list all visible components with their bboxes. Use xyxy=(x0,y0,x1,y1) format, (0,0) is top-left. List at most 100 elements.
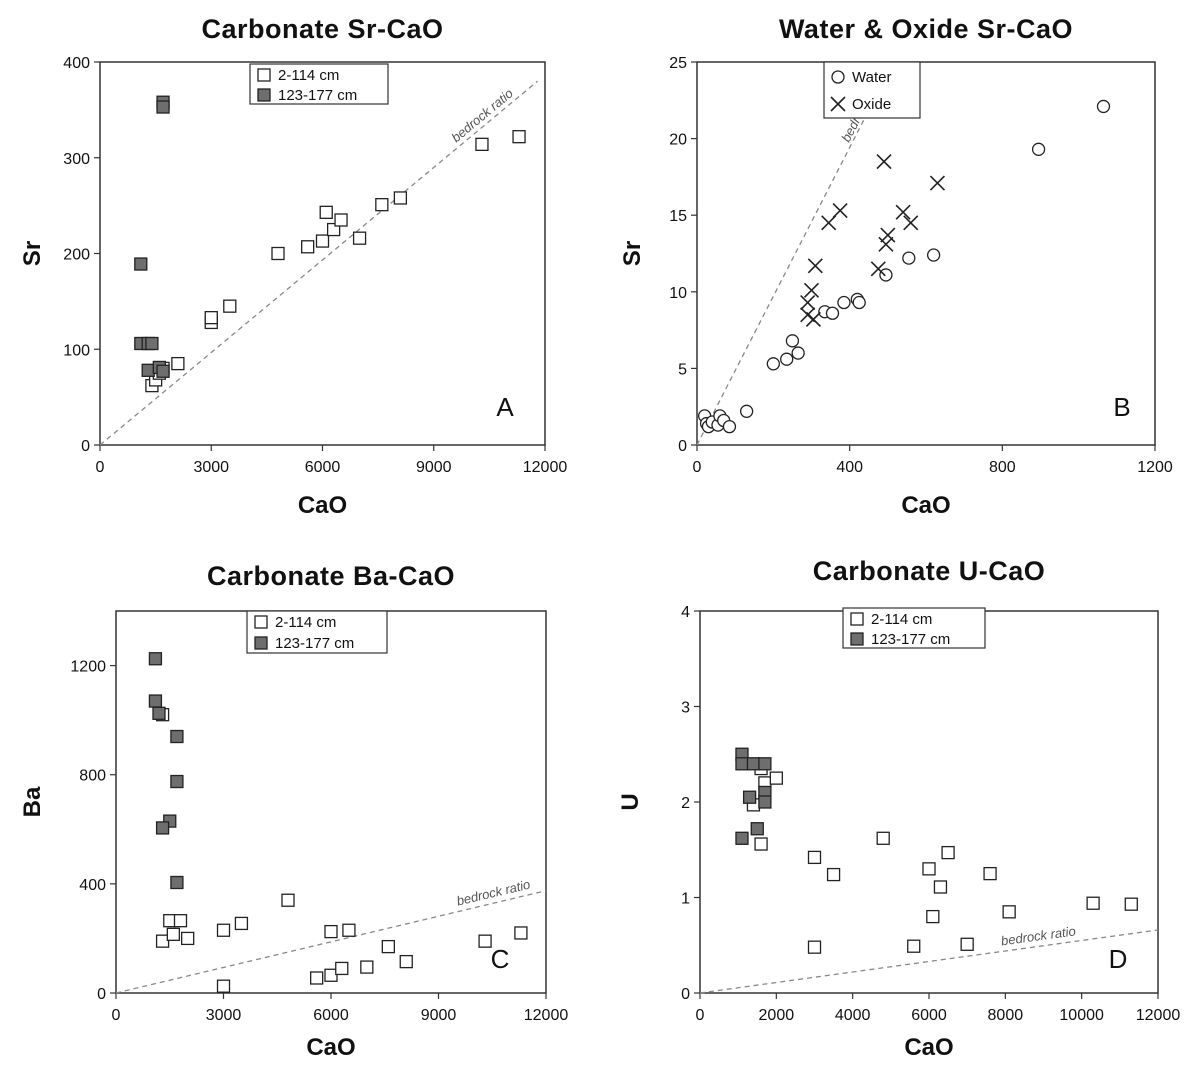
x-tick-label: 12000 xyxy=(523,459,568,476)
data-point xyxy=(234,916,249,931)
y-axis-label: Sr xyxy=(19,241,46,266)
x-tick-label: 9000 xyxy=(421,1007,457,1024)
legend-marker xyxy=(254,615,268,629)
data-point xyxy=(514,926,528,940)
y-tick-label: 200 xyxy=(63,247,90,264)
data-point xyxy=(739,404,754,418)
x-tick-label: 9000 xyxy=(416,459,452,476)
data-point xyxy=(342,923,356,937)
data-point xyxy=(375,198,389,212)
chart-title: Carbonate Ba-CaO xyxy=(207,561,455,591)
panel-letter: D xyxy=(1109,944,1128,974)
series-123-177-cm xyxy=(148,652,184,890)
y-tick-label: 800 xyxy=(79,768,106,785)
x-tick-label: 4000 xyxy=(835,1007,871,1024)
legend-entry-label: 123-177 cm xyxy=(275,635,354,652)
data-point xyxy=(780,352,794,366)
data-point xyxy=(926,909,940,924)
legend: 2-114 cm 123-177 cm xyxy=(842,607,986,649)
y-tick-label: 0 xyxy=(97,986,106,1003)
data-point xyxy=(156,100,170,114)
legend-marker xyxy=(257,68,271,82)
legend-marker xyxy=(254,636,268,650)
data-point xyxy=(742,790,757,804)
legend-entry-label: 2-114 cm xyxy=(275,614,336,631)
y-tick-label: 1200 xyxy=(70,659,106,676)
data-point xyxy=(173,914,188,928)
chart-panel-b: Water & Oxide Sr-CaO 0 5 10 15 20 25 0 400 800 120… xyxy=(619,14,1173,519)
data-point xyxy=(907,939,921,953)
chart-title: Water & Oxide Sr-CaO xyxy=(779,14,1073,44)
data-point xyxy=(758,795,772,809)
data-point xyxy=(983,866,997,881)
data-point xyxy=(145,336,159,351)
x-tick-label: 12000 xyxy=(524,1007,569,1024)
legend-marker xyxy=(831,70,845,84)
y-tick-label: 400 xyxy=(63,55,90,72)
legend: Water Oxide xyxy=(823,61,921,119)
panel-letter: A xyxy=(496,392,514,422)
data-point xyxy=(805,311,821,327)
data-point xyxy=(785,334,800,348)
plot-area-frame xyxy=(696,61,1156,446)
data-point xyxy=(223,299,237,313)
legend-box xyxy=(246,610,388,654)
data-point xyxy=(315,234,330,248)
x-axis-label: CaO xyxy=(306,1034,355,1061)
data-point xyxy=(800,294,816,311)
y-tick-label: 0 xyxy=(81,438,90,455)
data-point xyxy=(281,893,295,907)
series-123-177-cm xyxy=(134,95,170,378)
x-tick-label: 8000 xyxy=(988,1007,1024,1024)
data-point xyxy=(310,971,324,985)
data-point xyxy=(876,154,892,170)
data-point xyxy=(803,282,820,298)
data-point xyxy=(478,934,492,948)
data-point xyxy=(166,927,180,941)
data-point xyxy=(319,205,333,219)
data-point xyxy=(769,771,783,785)
bedrock-ratio-line xyxy=(699,929,1159,994)
data-point xyxy=(870,261,886,277)
data-point xyxy=(475,137,489,151)
data-point xyxy=(216,979,231,993)
data-point xyxy=(301,240,315,254)
x-tick-label: 6000 xyxy=(305,459,341,476)
data-point xyxy=(324,924,338,939)
legend-entry-label: Oxide xyxy=(852,96,891,113)
data-point xyxy=(826,867,841,882)
y-tick-label: 0 xyxy=(681,986,690,1003)
series-oxide xyxy=(800,154,946,327)
bedrock-ratio-line xyxy=(99,80,538,446)
data-point xyxy=(807,850,822,865)
x-tick-label: 0 xyxy=(696,1007,705,1024)
data-point xyxy=(878,236,894,252)
data-point xyxy=(929,175,946,191)
legend-entry-label: 2-114 cm xyxy=(871,611,932,628)
series-water xyxy=(697,99,1111,434)
data-point xyxy=(879,268,893,282)
data-point xyxy=(821,215,837,231)
y-tick-label: 10 xyxy=(669,285,687,302)
y-axis-label: Ba xyxy=(19,786,46,817)
legend: 2-114 cm 123-177 cm xyxy=(246,610,388,654)
legend-entry-label: 123-177 cm xyxy=(278,87,357,104)
x-axis-label: CaO xyxy=(901,492,950,519)
data-point xyxy=(393,191,408,205)
legend-marker xyxy=(257,88,271,102)
data-point xyxy=(134,257,148,271)
y-tick-label: 5 xyxy=(678,361,687,378)
data-point xyxy=(324,968,338,982)
series-123-177-cm xyxy=(735,747,772,845)
data-point xyxy=(335,961,349,976)
series-2-114-cm xyxy=(145,130,526,393)
data-point xyxy=(960,937,974,951)
data-point xyxy=(880,227,896,243)
chart-title: Carbonate U-CaO xyxy=(813,556,1046,586)
panel-letter: C xyxy=(491,944,510,974)
data-point xyxy=(941,845,955,860)
panel-letter: B xyxy=(1113,392,1130,422)
data-point xyxy=(766,357,780,371)
